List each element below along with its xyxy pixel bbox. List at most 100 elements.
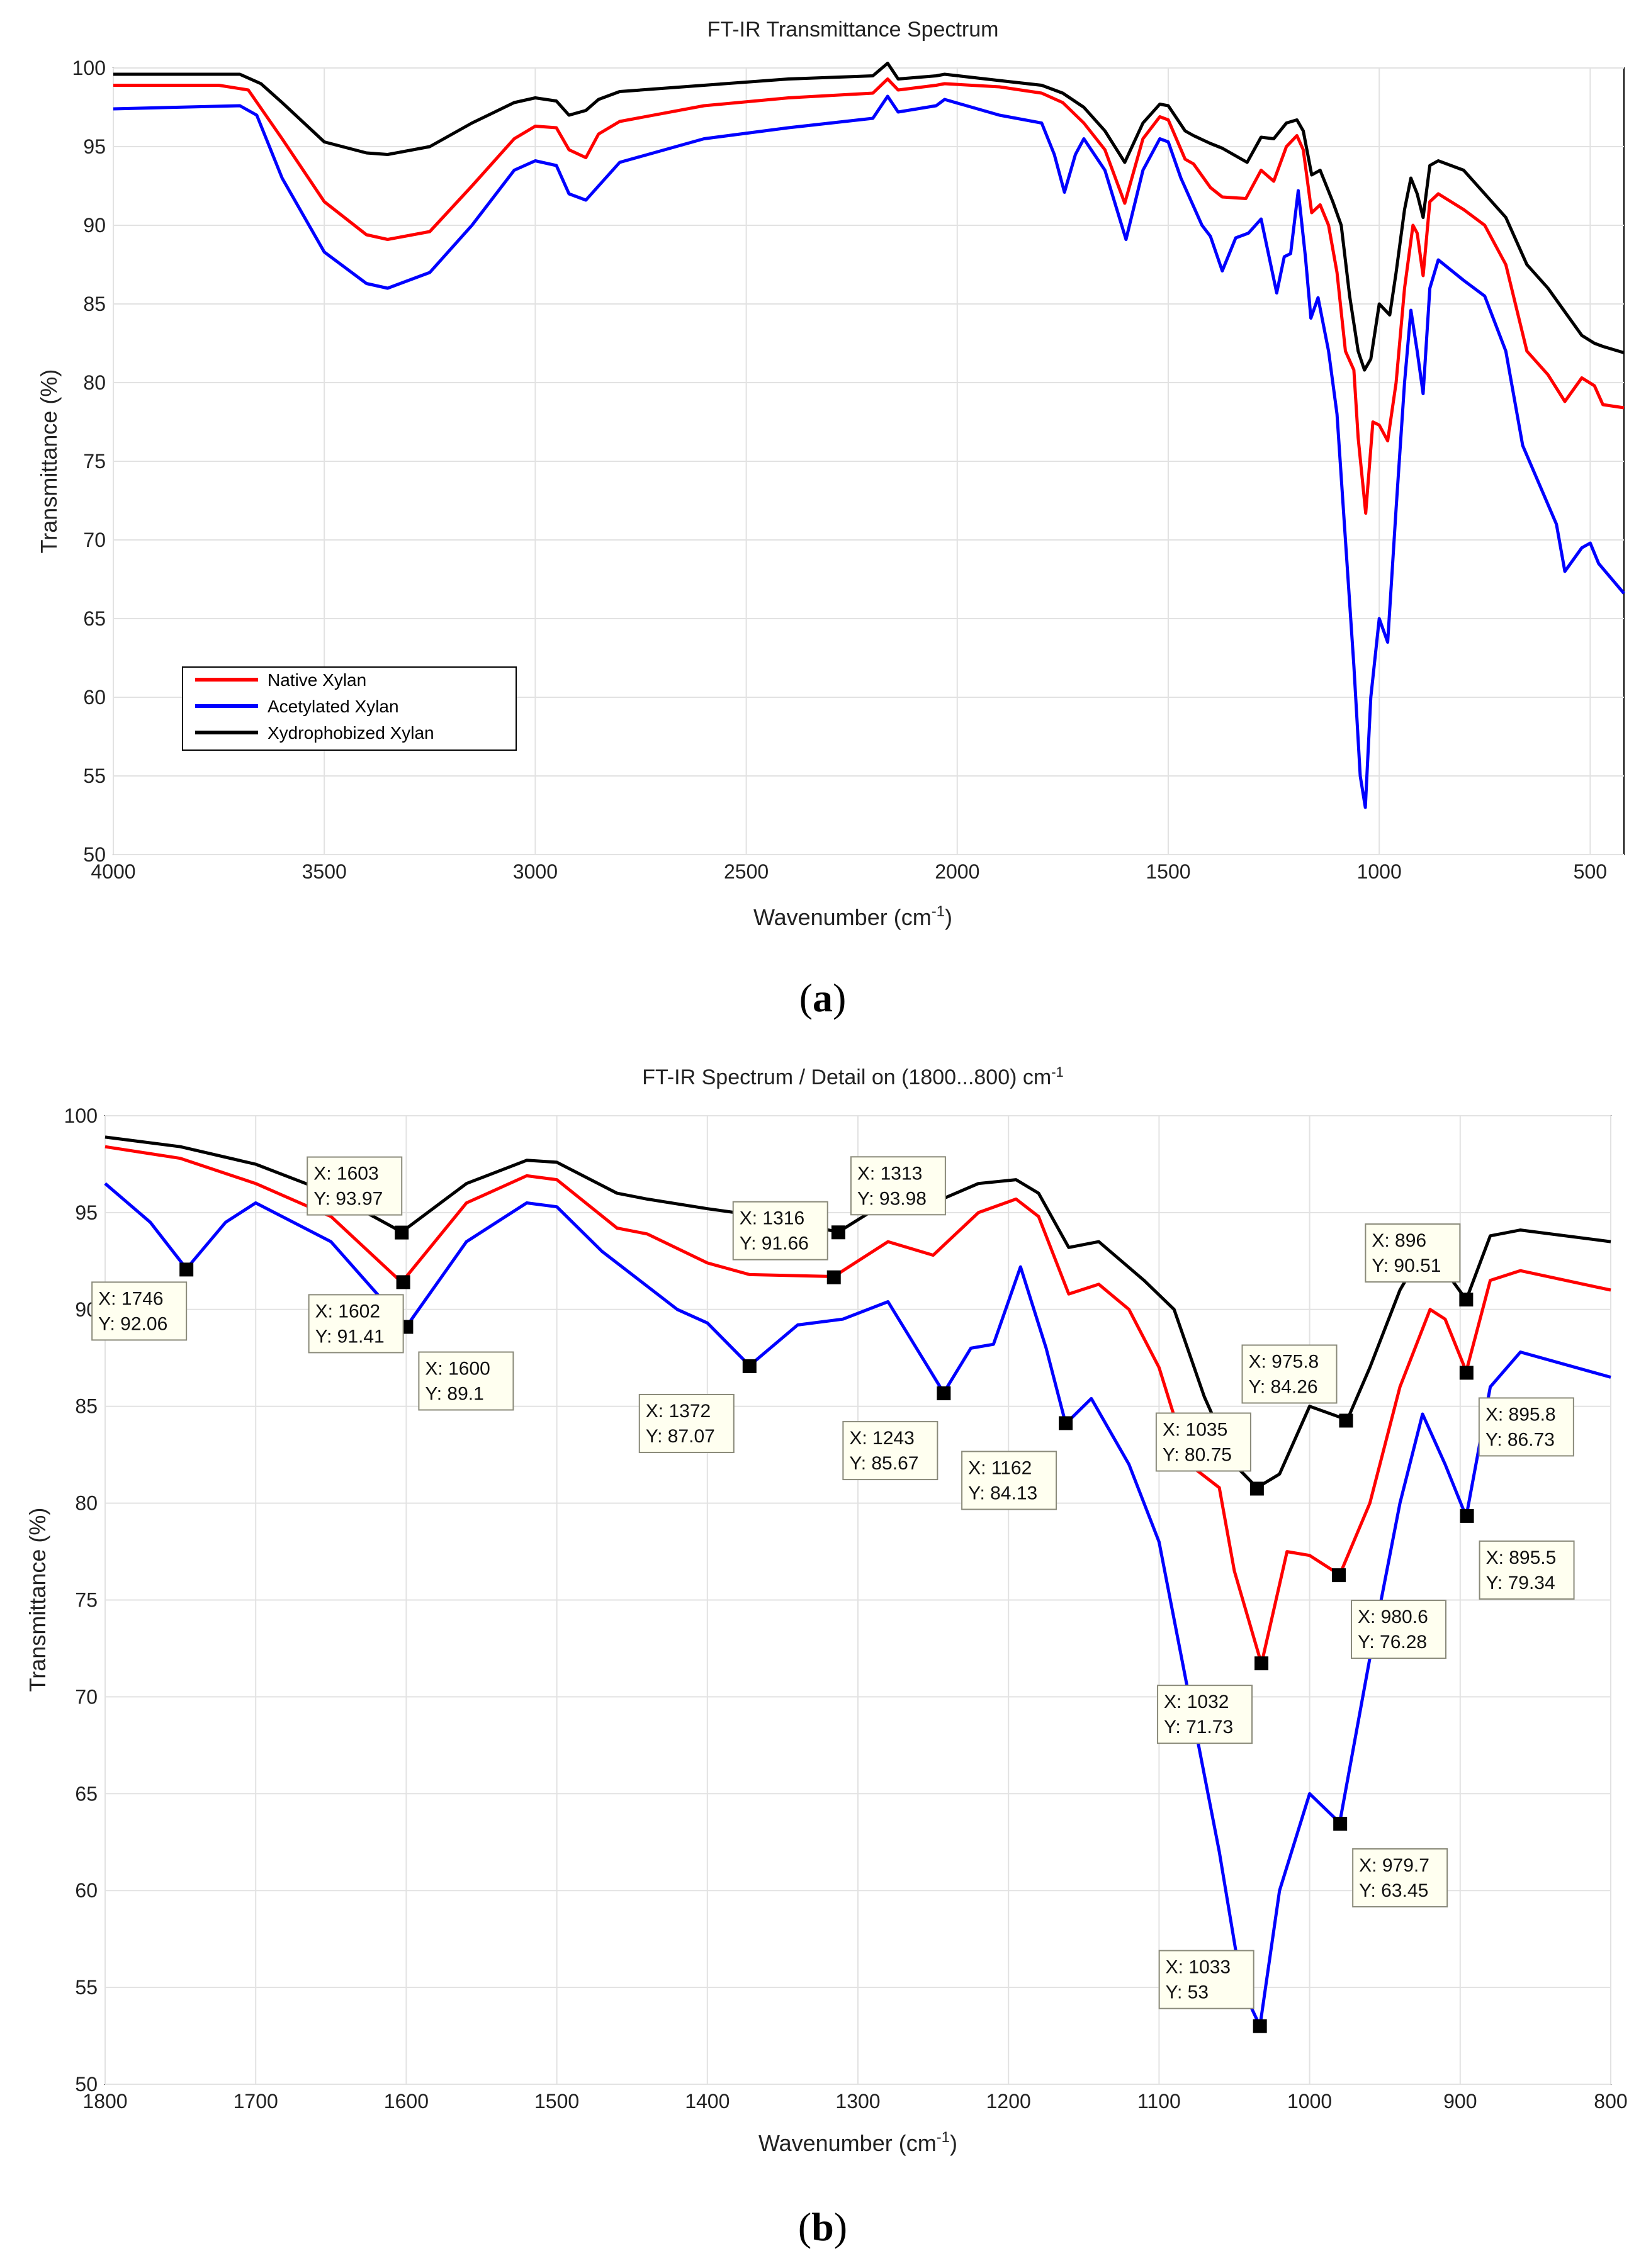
- datatip-x: X: 1603: [313, 1164, 378, 1184]
- chart-b-y-axis-label: Transmittance (%): [25, 1508, 50, 1692]
- datatip-y: Y: 91.41: [315, 1326, 385, 1347]
- x-tick-label: 1600: [384, 2090, 429, 2113]
- datatip-box: [1365, 1223, 1461, 1283]
- datatip-y: Y: 71.73: [1164, 1717, 1233, 1737]
- x-tick-label: 1700: [234, 2090, 278, 2113]
- datatip-marker: [1460, 1508, 1474, 1523]
- x-tick-label: 500: [1574, 860, 1607, 883]
- series-line-xydrophobized-xylan: [113, 62, 1625, 372]
- datatip-x: X: 1035: [1163, 1420, 1227, 1440]
- x-tick-label: 900: [1443, 2090, 1477, 2113]
- datatip-marker: [396, 1275, 410, 1289]
- y-tick-label: 70: [83, 529, 106, 551]
- x-tick-label: 1000: [1357, 860, 1402, 883]
- x-tick-label: 1200: [986, 2090, 1031, 2113]
- datatip-y: Y: 85.67: [849, 1453, 918, 1474]
- y-tick-label: 100: [72, 57, 106, 79]
- datatip-marker: [1253, 2019, 1267, 2033]
- x-tick-label: 4000: [91, 860, 135, 883]
- chart-a-series: [113, 62, 1625, 809]
- y-tick-label: 85: [83, 293, 106, 315]
- datatip-y: Y: 89.1: [425, 1384, 483, 1405]
- datatip-box: [1158, 1950, 1254, 2009]
- x-tick-label: 1500: [534, 2090, 579, 2113]
- datatip-box: [307, 1156, 403, 1216]
- x-tick-label: 1400: [685, 2090, 730, 2113]
- series-line-native-xylan: [104, 1145, 1611, 1666]
- x-tick-label: 3000: [513, 860, 558, 883]
- x-tick-label: 1800: [82, 2090, 127, 2113]
- y-tick-label: 55: [83, 765, 106, 787]
- datatip-y: Y: 76.28: [1358, 1632, 1427, 1653]
- chart-a-title: FT-IR Transmittance Spectrum: [707, 18, 999, 42]
- chart-a-y-axis-label: Transmittance (%): [36, 369, 62, 554]
- datatip-x: X: 1313: [857, 1163, 922, 1184]
- y-tick-label: 75: [83, 450, 106, 473]
- series-line-xydrophobized-xylan: [104, 1135, 1611, 1490]
- datatip-box: [638, 1393, 735, 1453]
- datatip-box: [1351, 1600, 1447, 1659]
- y-tick-label: 80: [83, 371, 106, 394]
- y-tick-label: 60: [75, 1879, 98, 1902]
- datatip-box: [1352, 1848, 1448, 1908]
- datatip-marker: [1333, 1817, 1348, 1831]
- datatip-box: [418, 1351, 514, 1411]
- y-tick-label: 100: [64, 1104, 98, 1127]
- datatip-x: X: 1316: [740, 1208, 804, 1229]
- datatip-x: X: 980.6: [1358, 1607, 1428, 1627]
- datatip-y: Y: 84.13: [968, 1483, 1037, 1503]
- x-tick-label: 2500: [724, 860, 769, 883]
- datatip-marker: [1459, 1293, 1474, 1307]
- datatip-y: Y: 90.51: [1372, 1255, 1441, 1276]
- datatip-y: Y: 53: [1166, 1982, 1209, 2003]
- y-tick-label: 50: [75, 2073, 98, 2096]
- x-tick-label: 3500: [302, 860, 347, 883]
- datatip-x: X: 895.5: [1486, 1547, 1557, 1568]
- y-tick-label: 60: [83, 686, 106, 709]
- datatip-x: X: 1162: [968, 1457, 1032, 1478]
- datatip-y: Y: 91.66: [740, 1233, 809, 1254]
- chart-b-x-axis-label: Wavenumber (cm-1): [758, 2129, 957, 2156]
- datatip-marker: [937, 1386, 951, 1401]
- datatip-y: Y: 93.98: [857, 1188, 927, 1209]
- datatip-y: Y: 92.06: [98, 1313, 167, 1334]
- series-line-acetylated-xylan: [113, 94, 1625, 809]
- chart-a: FT-IR Transmittance Spectrum 4000 3500 300…: [36, 18, 1625, 930]
- datatip-box: [91, 1281, 188, 1341]
- datatip-x: X: 1746: [98, 1288, 163, 1309]
- legend-label-native: Native Xylan: [268, 670, 366, 690]
- y-tick-label: 95: [75, 1201, 98, 1224]
- y-tick-label: 65: [83, 607, 106, 630]
- datatip-y: Y: 80.75: [1163, 1445, 1232, 1466]
- datatip-y: Y: 63.45: [1359, 1880, 1428, 1901]
- y-tick-label: 65: [75, 1782, 98, 1805]
- datatip-y: Y: 86.73: [1485, 1429, 1555, 1450]
- x-tick-label: 1500: [1146, 860, 1190, 883]
- caption-b: (b): [798, 2204, 847, 2249]
- datatip-box: [961, 1451, 1057, 1510]
- datatip-marker: [826, 1270, 841, 1284]
- datatip-marker: [1059, 1416, 1073, 1430]
- datatip-x: X: 1600: [425, 1359, 490, 1379]
- datatip-marker: [1339, 1413, 1353, 1428]
- datatip-y: Y: 84.26: [1248, 1376, 1317, 1397]
- datatip-y: Y: 79.34: [1486, 1573, 1555, 1593]
- chart-a-x-axis-label: Wavenumber (cm-1): [753, 903, 952, 930]
- y-tick-label: 70: [75, 1685, 98, 1708]
- datatip-marker: [1249, 1481, 1264, 1496]
- datatip-marker: [831, 1225, 845, 1240]
- chart-b-annotations: X: 1746 Y: 92.06 X: 1603 Y: 93.97 X: 1602 Y: …: [91, 1156, 1575, 2033]
- datatip-marker: [1254, 1656, 1269, 1671]
- datatip-box: [1155, 1412, 1251, 1472]
- y-tick-label: 55: [75, 1976, 98, 1999]
- series-line-native-xylan: [113, 77, 1625, 515]
- y-tick-label: 50: [83, 843, 106, 866]
- datatip-x: X: 1032: [1164, 1692, 1229, 1712]
- x-tick-label: 1000: [1287, 2090, 1332, 2113]
- x-tick-label: 1100: [1137, 2090, 1181, 2113]
- datatip-x: X: 895.8: [1485, 1404, 1556, 1425]
- datatip-y: Y: 93.97: [313, 1189, 383, 1210]
- datatip-marker: [179, 1262, 194, 1277]
- chart-a-legend: Native Xylan Acetylated Xylan Xydrophobi…: [182, 666, 517, 751]
- datatip-box: [1478, 1397, 1574, 1457]
